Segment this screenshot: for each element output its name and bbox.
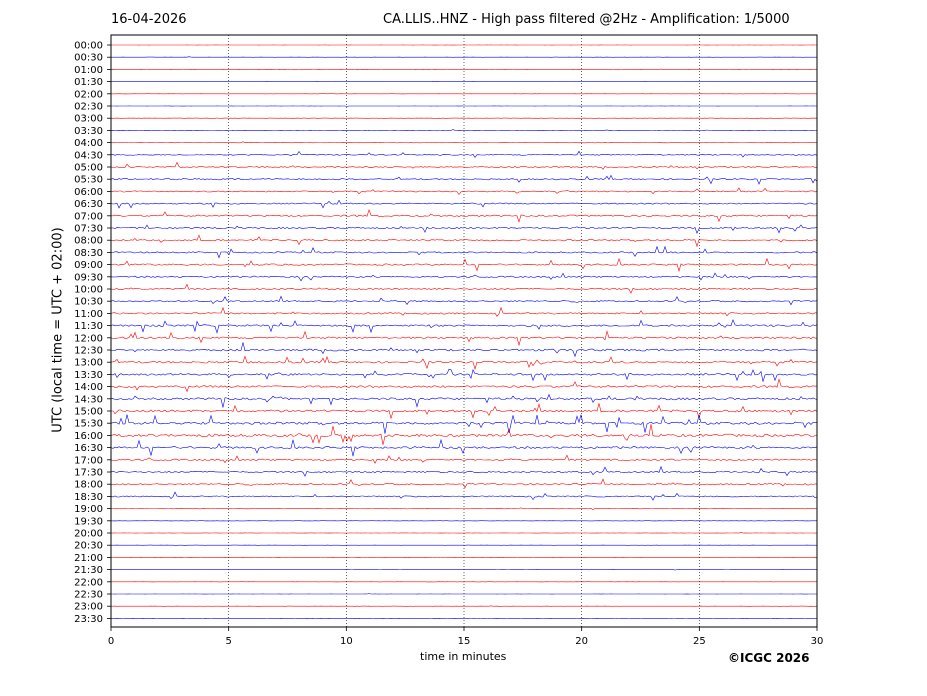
trace-1100 [110,306,818,317]
copyright-label: ©ICGC 2026 [728,651,810,665]
y-tick-label: 08:30 [74,248,103,259]
x-tick-label: 15 [458,636,471,647]
trace-0500 [110,161,817,170]
y-tick-label: 16:00 [74,431,103,442]
y-tick-label: 03:30 [74,126,103,137]
y-tick-label: 02:00 [74,89,103,100]
trace-1130 [110,318,818,334]
vertical-grid [228,35,700,627]
y-tick-label: 19:30 [74,516,103,527]
y-tick-label: 17:30 [74,468,103,479]
y-tick-label: 05:00 [74,163,103,174]
x-tick-label: 30 [811,636,824,647]
trace-0400 [110,141,817,144]
x-axis: 0 5 10 15 20 25 30 [108,627,824,647]
trace-0930 [110,272,818,282]
y-tick-label: 11:30 [74,321,103,332]
chart-title: CA.LLIS..HNZ - High pass filtered @2Hz -… [383,12,790,27]
y-tick-label: 03:00 [74,114,103,125]
x-axis-label: time in minutes [420,650,507,663]
trace-1630 [110,438,818,457]
y-tick-label: 08:00 [74,236,103,247]
y-tick-label: 10:30 [74,297,103,308]
x-tick-label: 5 [225,636,231,647]
trace-0900 [110,257,818,273]
y-tick-label: 15:30 [74,419,103,430]
x-tick-label: 10 [340,636,353,647]
y-tick-label: 18:30 [74,492,103,503]
y-tick-label: 23:00 [74,602,103,613]
y-tick-label: 06:30 [74,199,103,210]
plot-frame [110,34,818,628]
y-tick-label: 17:00 [74,455,103,466]
y-tick-label: 22:30 [74,590,103,601]
y-tick-label: 07:30 [74,224,103,235]
trace-1900 [110,507,818,510]
trace-2000 [110,531,818,534]
trace-0730 [110,224,818,235]
y-tick-label: 01:30 [74,77,103,88]
y-tick-label: 09:30 [74,272,103,283]
y-tick-label: 22:00 [74,577,103,588]
y-tick-label: 01:00 [74,65,103,76]
traces-group [110,44,818,619]
y-tick-label: 20:00 [74,529,103,540]
trace-1030 [110,295,818,306]
y-tick-label: 06:00 [74,187,103,198]
y-axis-label: UTC (local time = UTC + 02:00) [50,227,66,433]
date-label: 16-04-2026 [111,12,187,27]
trace-2300 [111,605,818,607]
x-tick-label: 20 [575,636,588,647]
y-tick-label: 12:30 [74,346,103,357]
y-tick-label: 14:00 [74,382,103,393]
y-tick-label: 00:30 [74,53,103,64]
y-tick-label: 23:30 [74,614,103,625]
trace-1600 [110,424,818,445]
x-tick-label: 0 [108,636,114,647]
y-tick-label: 20:30 [74,541,103,552]
y-tick-label: 09:00 [74,260,103,271]
y-tick-label: 16:30 [74,443,103,454]
y-tick-label: 13:30 [74,370,103,381]
y-tick-label: 07:00 [74,211,103,222]
y-tick-label: 21:00 [74,553,103,564]
y-tick-label: 18:00 [74,480,103,491]
y-tick-label: 14:30 [74,394,103,405]
y-tick-label: 10:00 [74,285,103,296]
trace-1830 [110,491,818,501]
y-tick-label: 02:30 [74,102,103,113]
trace-1530 [110,414,817,434]
y-tick-label: 15:00 [74,407,103,418]
y-tick-label: 11:00 [74,309,103,320]
y-tick-label: 04:00 [74,138,103,149]
y-tick-label: 19:00 [74,504,103,515]
x-tick-label: 25 [693,636,706,647]
trace-0230 [111,105,817,107]
y-tick-label: 13:00 [74,358,103,369]
y-tick-label: 04:30 [74,150,103,161]
trace-0030 [111,56,817,58]
y-tick-label: 05:30 [74,175,103,186]
trace-1800 [110,478,818,489]
trace-1000 [110,283,818,294]
trace-0330 [110,129,818,131]
y-tick-label: 00:00 [74,41,103,52]
trace-1730 [110,465,818,477]
y-tick-label: 21:30 [74,565,103,576]
y-tick-label: 12:00 [74,333,103,344]
